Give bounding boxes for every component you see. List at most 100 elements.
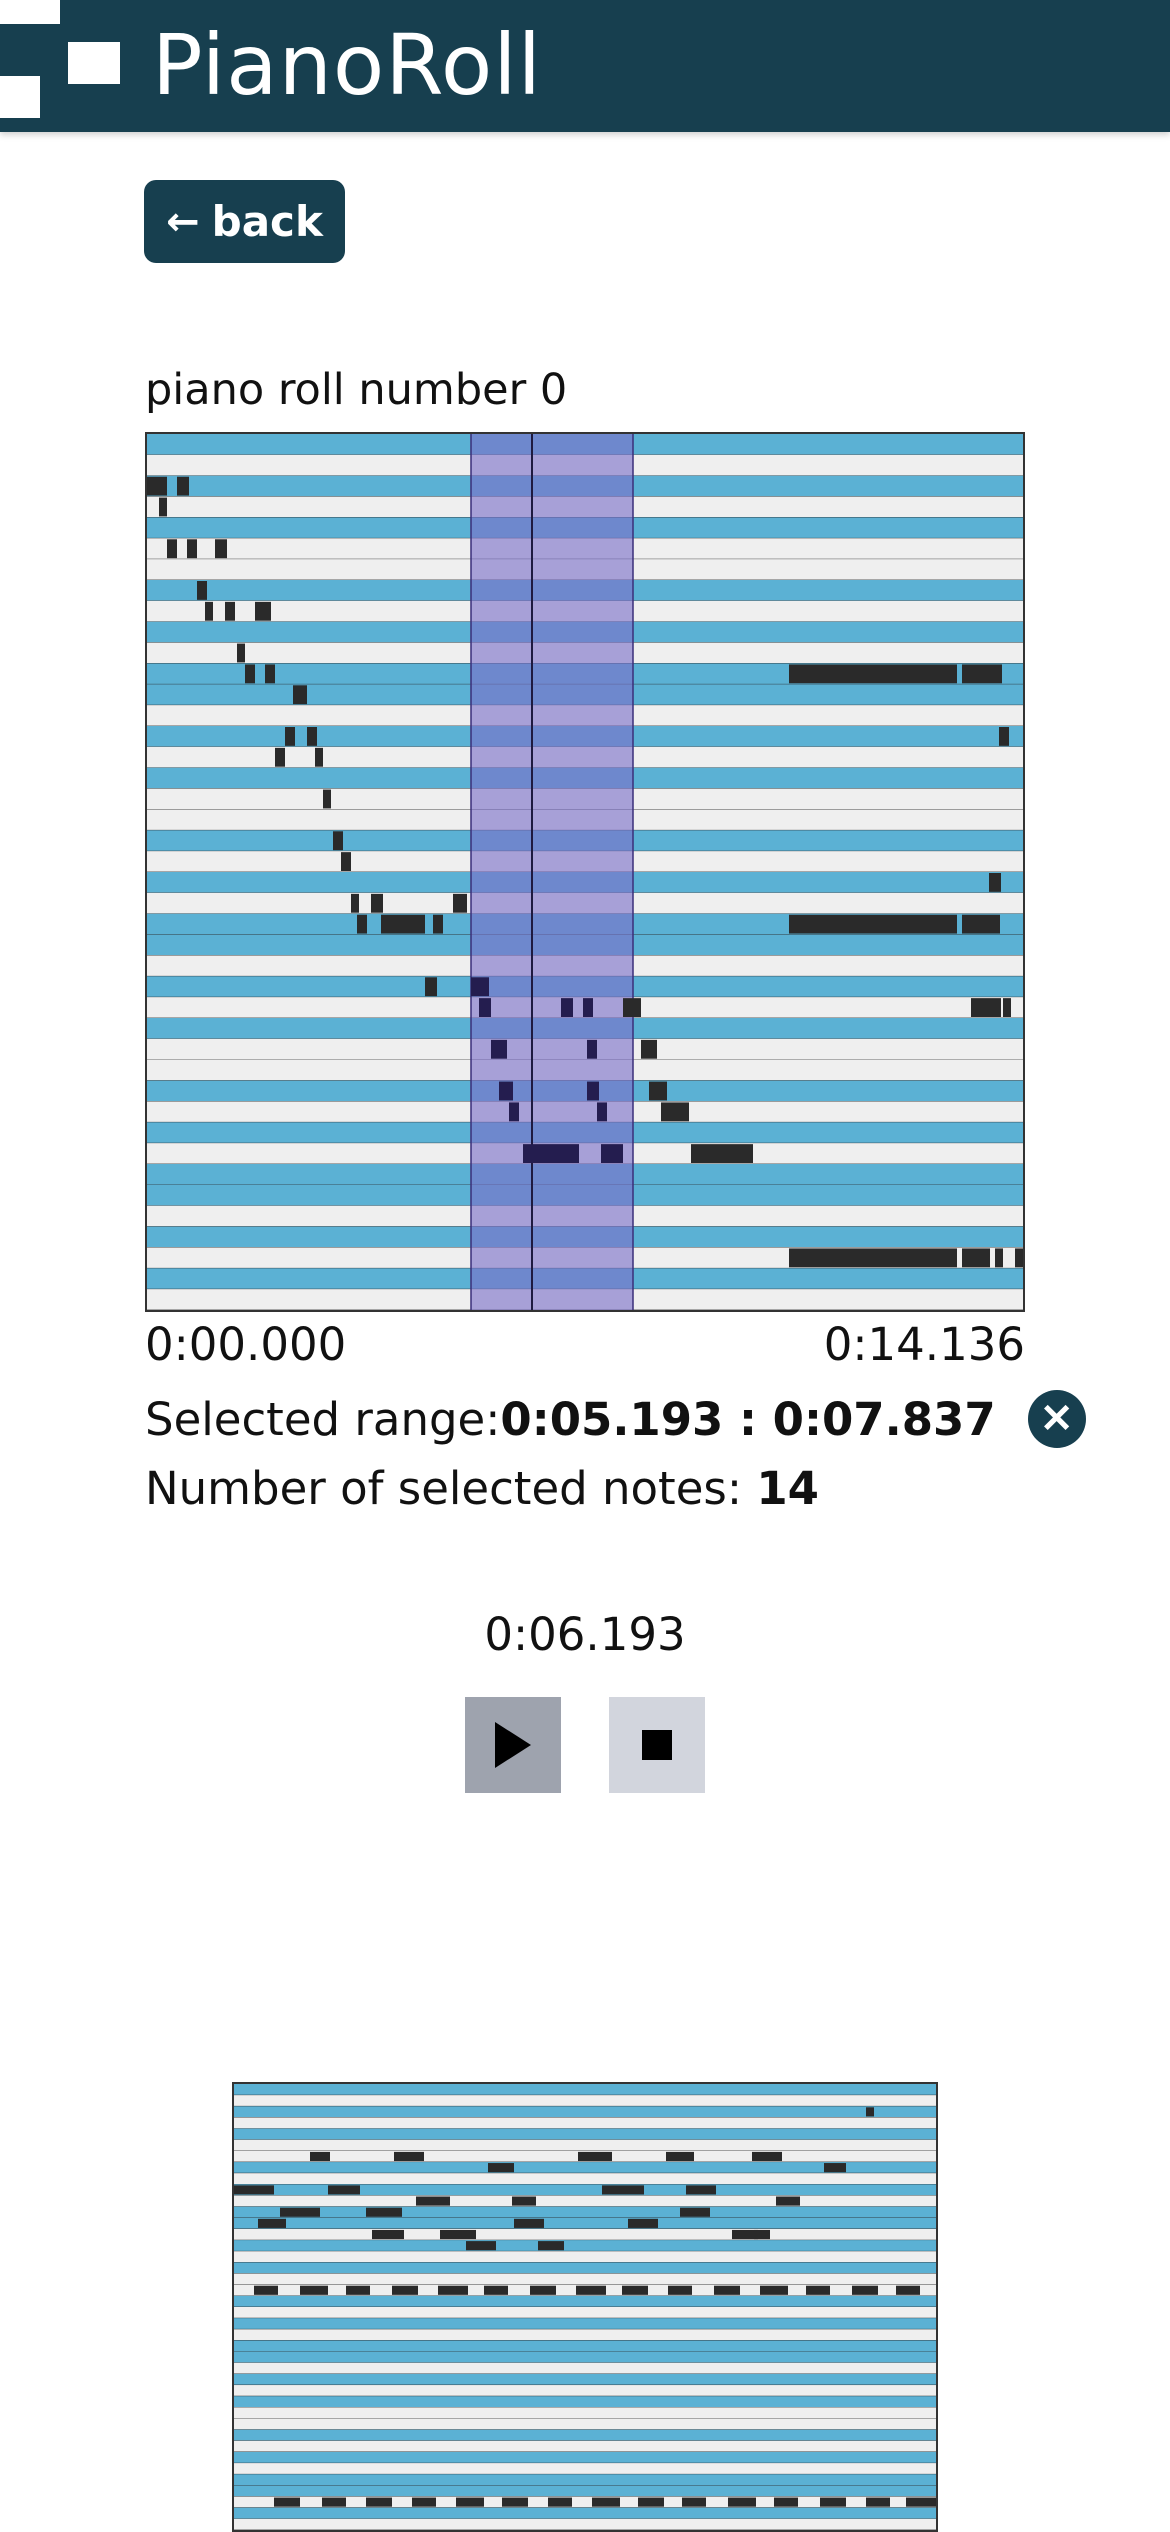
- key-row: [234, 2362, 936, 2374]
- start-time: 0:00.000: [145, 1318, 347, 1371]
- note: [514, 2218, 544, 2228]
- selected-range-value: 0:05.193 : 0:07.837: [500, 1392, 996, 1446]
- note: [686, 2185, 716, 2195]
- note: [372, 2229, 404, 2240]
- note: [512, 2196, 536, 2206]
- note: [440, 2229, 476, 2240]
- note: [732, 2229, 758, 2240]
- key-row: [234, 2240, 936, 2252]
- key-row: [234, 2463, 936, 2475]
- key-row: [234, 2351, 936, 2363]
- clear-selection-button[interactable]: ✕: [1027, 1390, 1086, 1448]
- note: [691, 1144, 753, 1163]
- key-row: [234, 2485, 936, 2497]
- selected-range: Selected range: 0:05.193 : 0:07.837 ✕: [145, 1390, 1086, 1448]
- note: [416, 2196, 450, 2206]
- key-row: [234, 2206, 936, 2218]
- note: [1015, 1248, 1023, 1268]
- note: [623, 998, 641, 1017]
- note: [254, 2285, 278, 2295]
- key-row: [234, 2496, 936, 2508]
- note: [789, 664, 957, 684]
- note: [433, 914, 443, 934]
- note: [234, 2185, 274, 2195]
- note: [412, 2497, 436, 2507]
- note: [896, 2285, 920, 2295]
- piano-roll-preview-canvas[interactable]: [234, 2084, 936, 2530]
- note: [275, 747, 285, 767]
- back-button[interactable]: ← back: [144, 180, 345, 263]
- key-row: [234, 2518, 936, 2530]
- note: [323, 789, 331, 809]
- note: [760, 2285, 788, 2295]
- stop-icon: [642, 1730, 672, 1760]
- note: [488, 2163, 514, 2173]
- note: [205, 601, 213, 621]
- note: [587, 1039, 597, 1059]
- note: [438, 2285, 468, 2295]
- key-row: [234, 2329, 936, 2341]
- note: [453, 893, 467, 913]
- note: [147, 476, 167, 496]
- note: [866, 2497, 890, 2507]
- key-row: [234, 2084, 936, 2096]
- note: [177, 476, 189, 496]
- piano-roll-canvas[interactable]: [147, 434, 1023, 1310]
- note: [592, 2497, 620, 2507]
- note: [576, 2285, 606, 2295]
- key-row: [234, 2396, 936, 2408]
- note: [333, 831, 343, 851]
- selected-notes: Number of selected notes: 14: [145, 1462, 819, 1515]
- note: [728, 2497, 756, 2507]
- piano-roll-preview[interactable]: [232, 2082, 938, 2532]
- note: [622, 2285, 648, 2295]
- note: [371, 893, 383, 913]
- play-button[interactable]: [465, 1697, 561, 1793]
- note: [357, 914, 367, 934]
- key-row: [234, 2373, 936, 2386]
- back-button-label: back: [211, 197, 323, 246]
- note: [548, 2497, 572, 2507]
- key-row: [234, 2217, 936, 2229]
- note: [866, 2107, 874, 2117]
- note: [714, 2285, 740, 2295]
- key-row: [234, 2162, 936, 2174]
- note: [366, 2207, 402, 2217]
- piano-roll-main[interactable]: [145, 432, 1025, 1312]
- note: [245, 664, 255, 684]
- note: [280, 2207, 320, 2217]
- stop-button[interactable]: [609, 1697, 705, 1793]
- note: [310, 2151, 330, 2162]
- note: [265, 664, 275, 684]
- note: [502, 2497, 528, 2507]
- note: [466, 2241, 496, 2251]
- note: [806, 2285, 830, 2295]
- note: [578, 2151, 612, 2162]
- key-row: [234, 2117, 936, 2129]
- note: [471, 977, 489, 997]
- note: [852, 2285, 878, 2295]
- note: [754, 2229, 770, 2240]
- note: [668, 2285, 692, 2295]
- note: [530, 2285, 556, 2295]
- note: [971, 998, 1001, 1017]
- note: [293, 685, 307, 705]
- key-row: [234, 2262, 936, 2274]
- play-icon: [495, 1722, 531, 1768]
- key-row: [234, 2407, 936, 2419]
- note: [499, 1081, 513, 1101]
- note: [255, 601, 271, 621]
- note: [962, 1248, 990, 1268]
- note: [484, 2285, 508, 2295]
- key-row: [234, 2195, 936, 2207]
- note: [680, 2207, 710, 2217]
- note: [346, 2285, 370, 2295]
- key-row: [234, 2095, 936, 2107]
- note: [215, 539, 227, 559]
- note: [258, 2218, 286, 2228]
- note: [300, 2285, 328, 2295]
- playback-time: 0:06.193: [484, 1608, 686, 1661]
- key-row: [234, 2340, 936, 2352]
- note: [649, 1081, 667, 1101]
- note: [583, 998, 593, 1017]
